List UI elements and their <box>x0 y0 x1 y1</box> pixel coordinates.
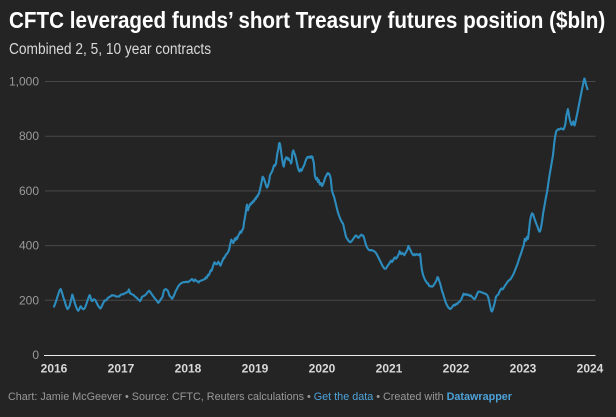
svg-text:2024: 2024 <box>577 362 604 376</box>
svg-text:2018: 2018 <box>175 362 202 376</box>
svg-text:2016: 2016 <box>41 362 68 376</box>
svg-text:800: 800 <box>19 129 39 143</box>
svg-text:2022: 2022 <box>443 362 470 376</box>
svg-text:200: 200 <box>19 293 39 307</box>
svg-text:2020: 2020 <box>309 362 336 376</box>
svg-text:0: 0 <box>32 348 39 362</box>
svg-text:2019: 2019 <box>242 362 269 376</box>
svg-text:1,000: 1,000 <box>9 75 39 89</box>
svg-text:2021: 2021 <box>376 362 403 376</box>
svg-text:600: 600 <box>19 184 39 198</box>
svg-text:2017: 2017 <box>108 362 135 376</box>
svg-text:400: 400 <box>19 239 39 253</box>
svg-text:2023: 2023 <box>510 362 537 376</box>
